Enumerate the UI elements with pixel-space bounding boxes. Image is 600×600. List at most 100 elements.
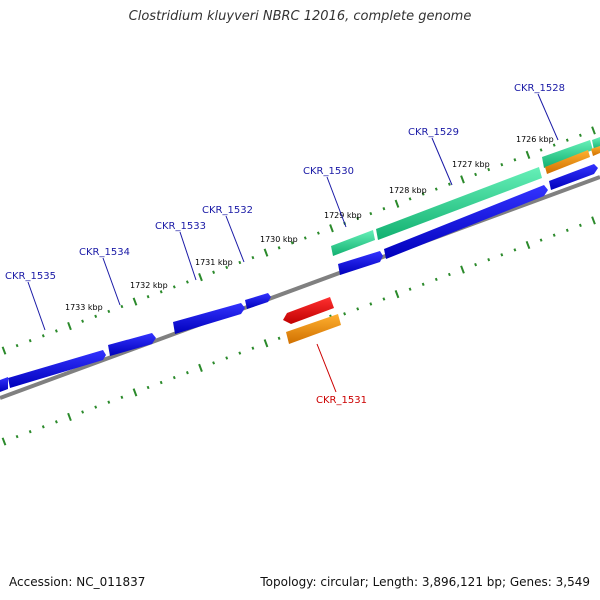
- minor-tick: [474, 262, 478, 267]
- gene-ckr-1533[interactable]: [173, 303, 245, 334]
- minor-tick: [552, 143, 556, 147]
- minor-tick: [369, 302, 373, 306]
- minor-tick: [382, 207, 386, 211]
- leader-line-ckr-1533: [179, 231, 197, 281]
- major-tick: [67, 412, 72, 422]
- gene-label-ckr-1528[interactable]: CKR_1528: [514, 83, 565, 94]
- minor-tick: [421, 192, 425, 196]
- major-tick: [394, 290, 400, 299]
- minor-tick: [54, 329, 58, 333]
- gene-ckr-1535-part[interactable]: [0, 377, 8, 392]
- minor-tick: [225, 265, 229, 270]
- tick-row-outer: [1, 126, 596, 355]
- cds-ckr-1529[interactable]: [376, 167, 542, 240]
- minor-tick: [487, 167, 491, 172]
- minor-tick: [159, 380, 163, 385]
- minor-tick: [159, 290, 163, 294]
- kbp-labels: 1726 kbp 1727 kbp 1728 kbp 1729 kbp 1730…: [65, 135, 554, 312]
- minor-tick: [578, 133, 582, 137]
- minor-tick: [513, 158, 517, 162]
- gene-label-ckr-1534[interactable]: CKR_1534: [79, 247, 130, 258]
- major-tick: [329, 224, 334, 233]
- minor-tick: [251, 255, 255, 260]
- major-tick: [132, 297, 138, 306]
- minor-tick: [500, 162, 504, 167]
- cds-orange-row: [286, 146, 600, 344]
- minor-tick: [277, 336, 281, 340]
- gene-labels: CKR_1528 CKR_1529 CKR_1530 CKR_1531 CKR_…: [5, 83, 565, 406]
- minor-tick: [41, 425, 45, 429]
- minor-tick: [94, 405, 98, 409]
- minor-tick: [565, 228, 569, 232]
- cds-ckr-1530[interactable]: [331, 230, 375, 256]
- kbp-label: 1726 kbp: [516, 135, 554, 144]
- accession-label: Accession: NC_011837: [9, 575, 146, 589]
- cds-ckr-1528-orange[interactable]: [545, 150, 590, 174]
- minor-tick: [434, 277, 438, 282]
- kbp-label: 1729 kbp: [324, 211, 362, 220]
- major-tick: [1, 346, 7, 355]
- minor-tick: [487, 258, 491, 262]
- forward-strand-genes: [0, 164, 598, 392]
- minor-tick: [500, 253, 504, 257]
- gene-label-ckr-1532[interactable]: CKR_1532: [202, 205, 253, 216]
- leader-line-ckr-1529: [431, 137, 453, 186]
- gene-ckr-1535[interactable]: [8, 350, 106, 388]
- kbp-label: 1730 kbp: [260, 235, 298, 244]
- kbp-label: 1732 kbp: [130, 281, 168, 290]
- minor-tick: [81, 319, 85, 323]
- minor-tick: [316, 231, 320, 235]
- major-tick: [263, 339, 269, 348]
- kbp-label: 1731 kbp: [195, 258, 233, 267]
- minor-tick: [474, 172, 478, 177]
- minor-tick: [54, 420, 58, 424]
- kbp-label: 1727 kbp: [452, 160, 490, 169]
- minor-tick: [356, 307, 360, 311]
- kbp-label: 1733 kbp: [65, 303, 103, 312]
- minor-tick: [539, 238, 543, 242]
- cds-next-orange[interactable]: [591, 146, 600, 156]
- gene-label-ckr-1529[interactable]: CKR_1529: [408, 127, 459, 138]
- minor-tick: [513, 248, 517, 252]
- gene-ckr-1531[interactable]: [283, 297, 334, 324]
- major-tick: [1, 437, 7, 446]
- minor-tick: [238, 351, 242, 355]
- leader-line-ckr-1530: [326, 176, 347, 228]
- minor-tick: [172, 285, 176, 289]
- gene-ckr-1529[interactable]: [384, 185, 548, 259]
- major-tick: [263, 248, 269, 257]
- cds-ckr-1531-orange[interactable]: [286, 314, 341, 344]
- gene-ckr-1534[interactable]: [108, 333, 156, 356]
- minor-tick: [434, 187, 438, 191]
- minor-tick: [408, 197, 412, 201]
- major-tick: [198, 273, 203, 282]
- major-tick: [198, 363, 203, 372]
- gene-label-ckr-1531[interactable]: CKR_1531: [316, 395, 367, 406]
- minor-tick: [382, 297, 386, 301]
- leader-line-ckr-1528: [537, 93, 559, 141]
- gene-label-ckr-1530[interactable]: CKR_1530: [303, 166, 354, 177]
- minor-tick: [185, 371, 189, 375]
- minor-tick: [15, 434, 19, 439]
- minor-tick: [107, 309, 111, 314]
- leader-lines: [27, 93, 559, 393]
- minor-tick: [185, 280, 189, 284]
- minor-tick: [369, 211, 373, 216]
- map-title: Clostridium kluyveri NBRC 12016, complet…: [128, 9, 472, 24]
- cds-ckr-1528[interactable]: [542, 140, 593, 168]
- gene-label-ckr-1533[interactable]: CKR_1533: [155, 221, 206, 232]
- minor-tick: [28, 430, 32, 434]
- gene-ckr-1530[interactable]: [338, 251, 383, 275]
- gene-ckr-1528[interactable]: [549, 164, 598, 190]
- minor-tick: [28, 339, 32, 343]
- minor-tick: [565, 138, 569, 142]
- minor-tick: [94, 314, 98, 318]
- minor-tick: [41, 334, 45, 338]
- major-tick: [591, 216, 596, 225]
- gene-ckr-1532[interactable]: [245, 293, 271, 309]
- gene-label-ckr-1535[interactable]: CKR_1535: [5, 271, 56, 282]
- minor-tick: [290, 241, 294, 245]
- minor-tick: [81, 410, 85, 414]
- major-tick: [460, 265, 465, 274]
